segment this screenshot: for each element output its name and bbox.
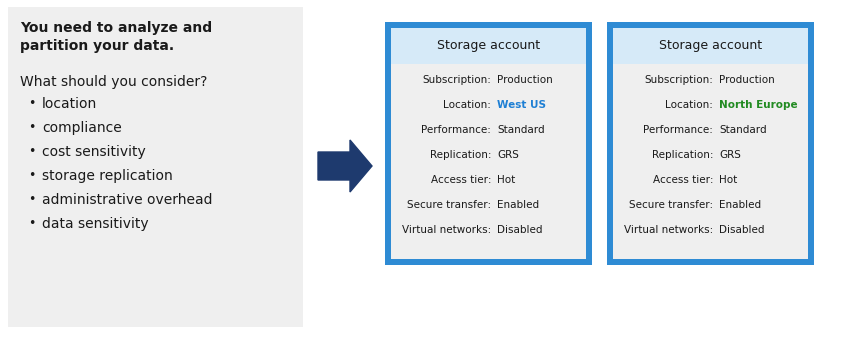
Text: administrative overhead: administrative overhead	[42, 193, 213, 207]
Text: •: •	[28, 145, 35, 158]
Text: Standard: Standard	[719, 125, 767, 135]
Text: Location:: Location:	[443, 100, 492, 110]
Text: Standard: Standard	[498, 125, 545, 135]
Text: •: •	[28, 121, 35, 134]
Text: cost sensitivity: cost sensitivity	[42, 145, 146, 159]
Text: Hot: Hot	[719, 175, 738, 185]
Text: Virtual networks:: Virtual networks:	[402, 225, 492, 235]
FancyBboxPatch shape	[613, 28, 808, 64]
FancyBboxPatch shape	[391, 28, 586, 64]
Text: Subscription:: Subscription:	[645, 75, 714, 85]
Text: Storage account: Storage account	[659, 39, 762, 53]
Text: Disabled: Disabled	[498, 225, 542, 235]
Text: partition your data.: partition your data.	[20, 39, 174, 53]
Text: GRS: GRS	[719, 150, 741, 160]
Text: Access tier:: Access tier:	[430, 175, 492, 185]
Text: data sensitivity: data sensitivity	[42, 217, 149, 231]
Text: Production: Production	[719, 75, 775, 85]
Text: Disabled: Disabled	[719, 225, 765, 235]
FancyBboxPatch shape	[391, 64, 586, 259]
FancyBboxPatch shape	[607, 22, 814, 265]
Text: Virtual networks:: Virtual networks:	[624, 225, 714, 235]
Text: Secure transfer:: Secure transfer:	[629, 200, 714, 210]
Polygon shape	[318, 140, 372, 192]
Text: Access tier:: Access tier:	[653, 175, 714, 185]
Text: You need to analyze and: You need to analyze and	[20, 21, 212, 35]
Text: Enabled: Enabled	[498, 200, 540, 210]
Text: Performance:: Performance:	[422, 125, 492, 135]
Text: •: •	[28, 97, 35, 110]
FancyBboxPatch shape	[613, 64, 808, 259]
Text: Enabled: Enabled	[719, 200, 761, 210]
Text: Replication:: Replication:	[652, 150, 714, 160]
Text: Location:: Location:	[666, 100, 714, 110]
Text: •: •	[28, 217, 35, 230]
FancyBboxPatch shape	[8, 7, 303, 327]
Text: •: •	[28, 193, 35, 206]
Text: Replication:: Replication:	[430, 150, 492, 160]
Text: Secure transfer:: Secure transfer:	[407, 200, 492, 210]
Text: location: location	[42, 97, 97, 111]
Text: What should you consider?: What should you consider?	[20, 75, 208, 89]
FancyBboxPatch shape	[385, 22, 592, 265]
Text: GRS: GRS	[498, 150, 519, 160]
Text: Storage account: Storage account	[437, 39, 540, 53]
Text: Subscription:: Subscription:	[423, 75, 492, 85]
Text: compliance: compliance	[42, 121, 121, 135]
Text: Performance:: Performance:	[643, 125, 714, 135]
Text: North Europe: North Europe	[719, 100, 798, 110]
Text: •: •	[28, 169, 35, 182]
Text: West US: West US	[498, 100, 547, 110]
Text: Hot: Hot	[498, 175, 516, 185]
Text: Production: Production	[498, 75, 553, 85]
Text: storage replication: storage replication	[42, 169, 173, 183]
